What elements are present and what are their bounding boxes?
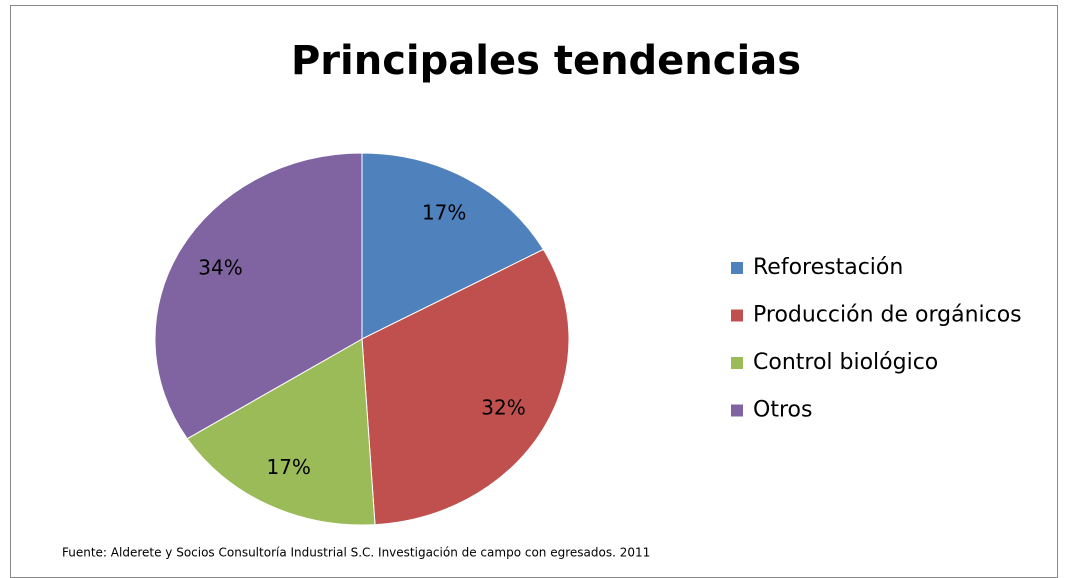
pie-slice — [186, 338, 376, 526]
legend-label: Otros — [753, 398, 812, 423]
chart-title: Principales tendencias — [291, 38, 801, 84]
legend-swatch — [731, 357, 743, 369]
value-label: 17% — [422, 201, 466, 225]
legend-swatch — [731, 309, 743, 322]
pie-slice — [154, 152, 363, 440]
legend-swatch — [731, 262, 743, 274]
value-label: 32% — [481, 395, 525, 419]
source-note: Fuente: Alderete y Socios Consultoría In… — [62, 546, 650, 560]
legend-label: Reforestación — [753, 255, 903, 280]
legend-label: Control biológico — [753, 350, 938, 375]
value-label: 17% — [266, 455, 310, 479]
legend-swatch — [731, 404, 743, 417]
pie-slice — [361, 248, 570, 526]
legend-label: Producción de orgánicos — [753, 303, 1022, 328]
value-label: 34% — [198, 256, 242, 280]
pie-slice — [361, 152, 545, 340]
